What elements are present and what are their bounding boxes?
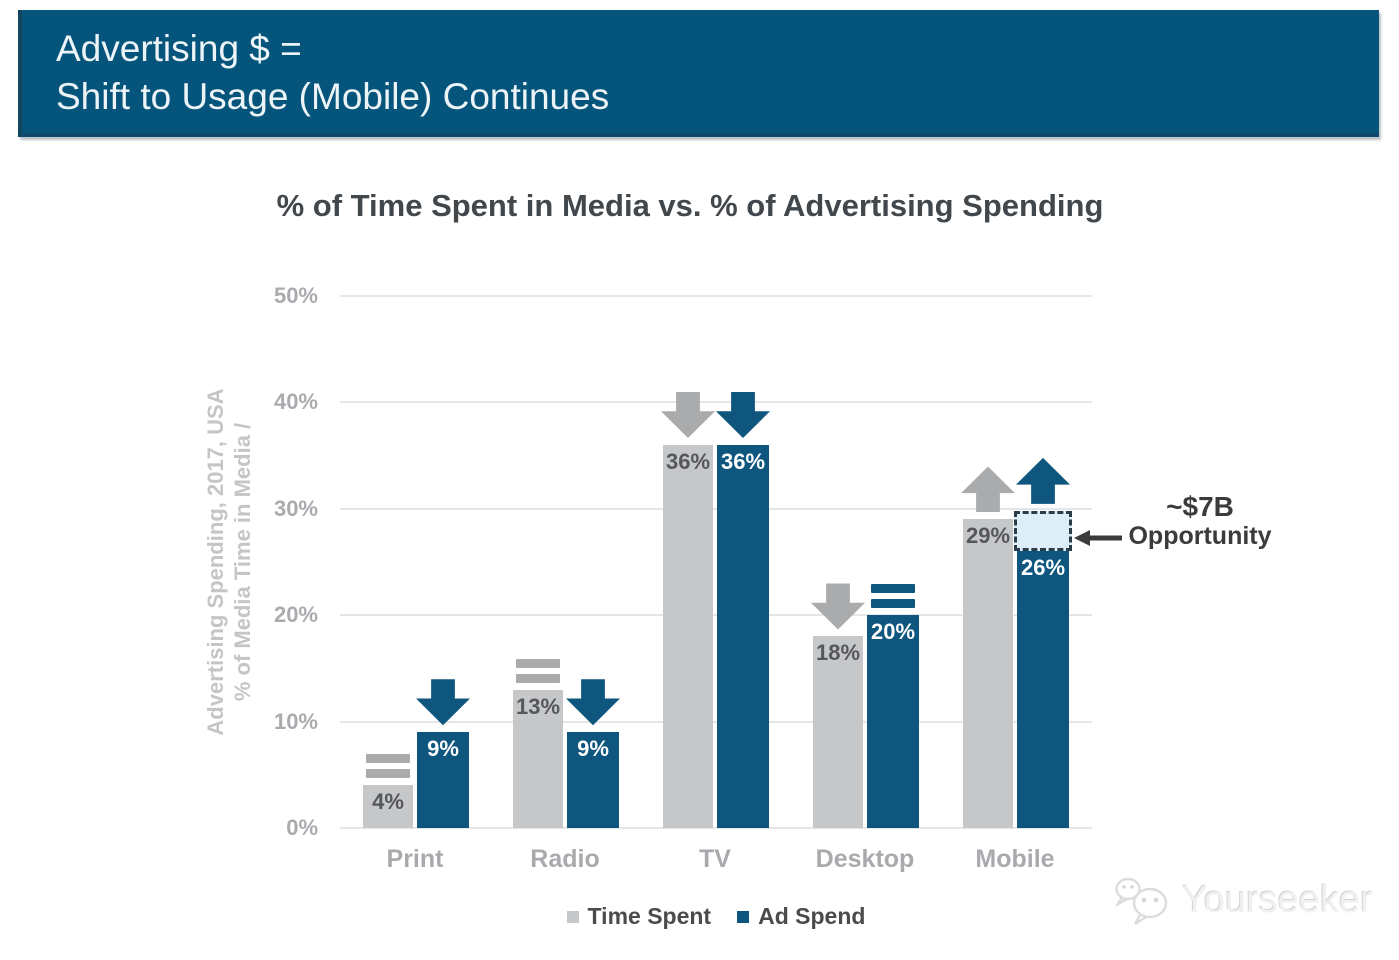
bar-value-label: 18% [815,640,861,666]
bar-value-label: 13% [515,693,561,719]
bar-value-label: 20% [870,619,916,645]
bar: 20% [867,615,919,828]
bar: 36% [717,444,769,828]
opportunity-annotation: ~$7B Opportunity [1118,491,1282,550]
opportunity-box [1014,510,1072,552]
flat-bar [366,754,410,764]
bar-value-label: 36% [665,448,711,474]
bar-value-label: 26% [1020,555,1066,581]
legend-item-ad-spend: Ad Spend [737,903,865,930]
annotation-label: Opportunity [1128,522,1272,550]
legend-label-ad-spend: Ad Spend [758,903,866,929]
header-title-line1: Advertising $ = [56,28,302,69]
bar: 13% [513,689,563,828]
chat-bubbles-icon [1114,877,1168,926]
y-tick-label: 10% [273,708,318,734]
trend-down-indicator [661,391,715,438]
bar: 9% [567,732,619,828]
trend-down-indicator [716,391,770,438]
plot-area: 0% 10% 20% 30% 40% 50% Print 4% 9% Radio 13% 9% TV 36… [274,283,1092,873]
watermark: Yourseeker [1112,872,1373,928]
annotation-value: ~$7B [1166,491,1234,522]
y-tick-label: 30% [273,495,318,521]
flat-bar [516,673,560,683]
trend-down-indicator [416,679,470,726]
legend-item-time-spent: Time Spent [566,903,712,930]
trend-down-indicator [566,679,620,726]
header-title: Advertising $ = Shift to Usage (Mobile) … [22,10,1379,121]
trend-up-indicator [961,466,1015,513]
y-tick-label: 50% [273,283,318,308]
legend-swatch-ad-spend [737,910,750,923]
header-banner: Advertising $ = Shift to Usage (Mobile) … [18,10,1379,137]
chart-title: % of Time Spent in Media vs. % of Advert… [276,188,1104,223]
trend-flat-indicator [366,754,410,779]
annotation-left-arrow-icon [1074,530,1122,546]
trend-up-indicator [1016,457,1070,504]
flat-bar [871,599,915,609]
bar: 29% [963,519,1013,828]
header-title-line2: Shift to Usage (Mobile) Continues [56,76,610,117]
watermark-text: Yourseeker [1182,878,1373,921]
bar: 26% [1017,551,1069,828]
y-axis-title-line2: Advertising Spending, 2017, USA [203,388,228,736]
y-tick-label: 20% [273,602,318,628]
y-tick-label: 0% [286,815,318,840]
category-label: Mobile [975,845,1055,873]
flat-bar [366,769,410,779]
category-label: Radio [530,845,600,873]
bar-value-label: 29% [965,523,1011,549]
gridline [340,401,1092,404]
bar-value-label: 9% [427,736,459,762]
chart-legend: Time Spent Ad Spend [340,903,1092,930]
bar-value-label: 9% [577,736,609,762]
bar-value-label: 4% [372,789,404,815]
gridline [340,507,1092,510]
gridline [340,614,1092,617]
y-tick-label: 40% [273,389,318,415]
category-label: Desktop [815,845,915,873]
bar: 4% [363,785,413,828]
bar: 36% [663,444,713,828]
flat-bar [871,584,915,594]
bar-value-label: 36% [720,448,766,474]
category-label: TV [699,845,731,873]
gridline [340,295,1092,297]
gridline [340,720,1092,723]
trend-down-indicator [811,583,865,630]
legend-swatch-time-spent [566,910,579,923]
trend-flat-indicator [516,658,560,683]
legend-label-time-spent: Time Spent [587,903,712,929]
bar: 18% [813,636,863,828]
category-label: Print [386,845,444,873]
bar: 9% [417,732,469,828]
gridline [340,827,1092,829]
flat-bar [516,658,560,668]
trend-flat-indicator [871,584,915,609]
